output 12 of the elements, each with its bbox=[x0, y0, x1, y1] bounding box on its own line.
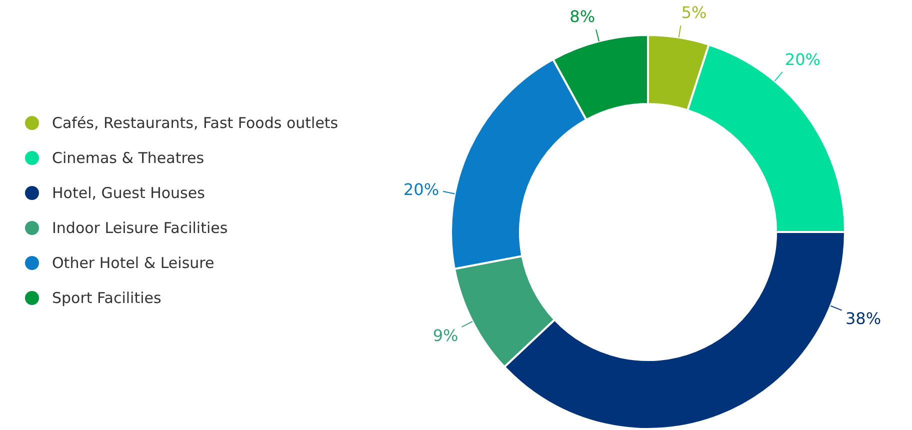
legend-label: Hotel, Guest Houses bbox=[52, 184, 205, 202]
data-label: 20% bbox=[784, 50, 820, 69]
data-label: 38% bbox=[845, 308, 882, 328]
legend-label: Cafés, Restaurants, Fast Foods outlets bbox=[52, 114, 338, 132]
legend-label: Cinemas & Theatres bbox=[52, 148, 204, 166]
data-label: 9% bbox=[432, 326, 458, 345]
data-label: 5% bbox=[681, 2, 707, 22]
legend-label: Other Hotel & Leisure bbox=[52, 254, 214, 272]
data-label: 8% bbox=[570, 6, 596, 26]
data-label: 20% bbox=[403, 180, 440, 199]
legend-label: Sport Facilities bbox=[52, 288, 162, 306]
legend-label: Indoor Leisure Facilities bbox=[52, 218, 228, 236]
